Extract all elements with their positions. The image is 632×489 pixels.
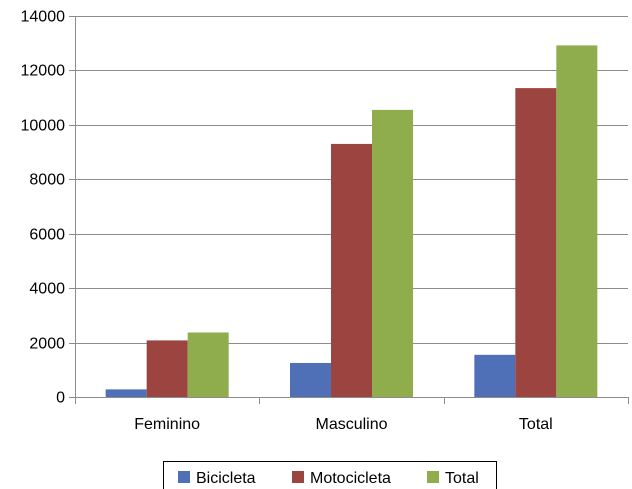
bar-bicicleta-masculino bbox=[290, 362, 331, 397]
legend-label-total: Total bbox=[445, 470, 479, 487]
x-tick-label: Masculino bbox=[315, 416, 387, 433]
y-tick-label: 6000 bbox=[29, 227, 65, 244]
x-tick-labels: Feminino Masculino Total bbox=[134, 416, 552, 433]
y-tick-label: 2000 bbox=[29, 336, 65, 353]
legend: Bicicleta Motocicleta Total bbox=[163, 461, 497, 489]
bar-motocicleta-masculino bbox=[331, 143, 372, 397]
y-tick-label: 12000 bbox=[21, 63, 66, 80]
bar-bicicleta-total bbox=[474, 354, 516, 397]
legend-swatch-motocicleta bbox=[292, 471, 304, 483]
bar-bicicleta-feminino bbox=[105, 389, 147, 397]
bars bbox=[105, 45, 598, 398]
legend-swatch-bicicleta bbox=[178, 471, 190, 483]
bar-total-total bbox=[556, 45, 598, 398]
axes bbox=[69, 16, 629, 404]
y-tick-label: 4000 bbox=[29, 281, 65, 298]
x-tick-label: Total bbox=[519, 416, 553, 433]
y-tick-label: 0 bbox=[56, 390, 65, 407]
y-tick-label: 14000 bbox=[21, 9, 66, 26]
bar-motocicleta-total bbox=[515, 88, 557, 397]
legend-swatch-total bbox=[427, 471, 439, 483]
bar-total-masculino bbox=[372, 109, 413, 397]
legend-box bbox=[163, 461, 497, 489]
bar-total-feminino bbox=[187, 332, 229, 397]
y-tick-label: 10000 bbox=[21, 118, 66, 135]
x-tick-label: Feminino bbox=[134, 416, 200, 433]
legend-label-motocicleta: Motocicleta bbox=[310, 470, 391, 487]
y-tick-label: 8000 bbox=[29, 172, 65, 189]
legend-label-bicicleta: Bicicleta bbox=[196, 470, 256, 487]
bar-motocicleta-feminino bbox=[146, 340, 188, 397]
y-tick-labels: 0 2000 4000 6000 8000 10000 12000 14000 bbox=[21, 9, 66, 407]
